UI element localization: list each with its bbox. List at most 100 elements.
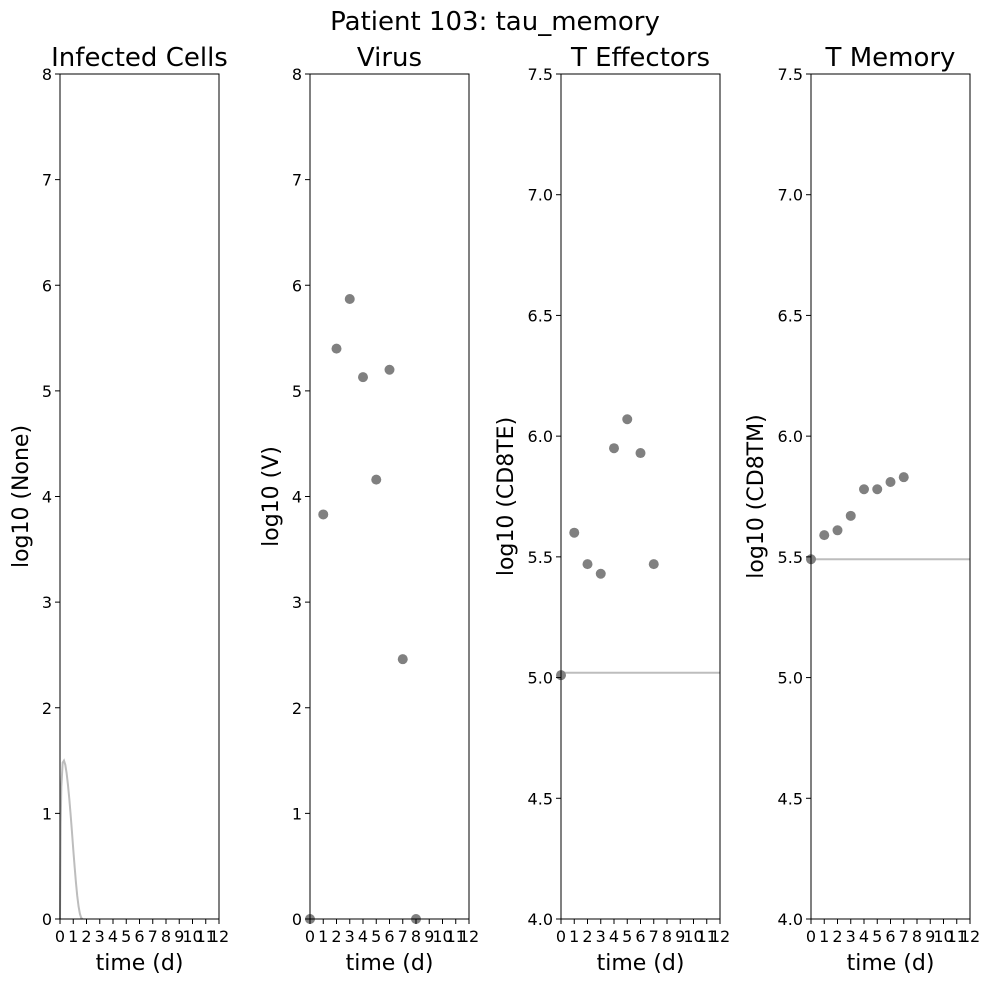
x-tick-label: 9 (424, 927, 434, 946)
y-axis-label: log10 (None) (9, 425, 34, 568)
x-tick-label: 8 (662, 927, 672, 946)
data-point (397, 654, 408, 665)
x-tick-label: 11 (446, 927, 466, 946)
y-tick-label: 7 (42, 171, 52, 190)
x-tick-label: 11 (697, 927, 717, 946)
x-tick-label: 0 (556, 927, 566, 946)
x-tick-label: 10 (182, 927, 202, 946)
x-tick-label: 3 (95, 927, 105, 946)
x-tick-label: 1 (68, 927, 78, 946)
x-tick-label: 11 (196, 927, 216, 946)
y-axis-label: log10 (CD8TE) (494, 417, 519, 576)
y-tick-label: 7.5 (528, 65, 553, 84)
y-tick-label: 7.5 (778, 65, 803, 84)
y-tick-label: 6 (292, 276, 302, 295)
y-tick-label: 7.0 (778, 186, 803, 205)
x-tick-label: 3 (345, 927, 355, 946)
x-tick-label: 7 (899, 927, 909, 946)
x-tick-label: 12 (960, 927, 980, 946)
y-tick-label: 0 (292, 910, 302, 929)
axes-frame (810, 73, 971, 920)
y-tick-label: 5.0 (778, 669, 803, 688)
x-tick-label: 1 (819, 927, 829, 946)
axes-frame (560, 73, 721, 920)
data-point (845, 510, 856, 521)
x-tick-label: 1 (569, 927, 579, 946)
y-tick-label: 5.5 (528, 548, 553, 567)
subplot-title: Virus (357, 43, 422, 73)
x-tick-label: 0 (305, 927, 315, 946)
subplot-t-memory: 0 1 2 3 4 5 6 7 8 91011124.04.55.05.56.06.57.07.5… (744, 43, 980, 976)
x-tick-label: 3 (846, 927, 856, 946)
x-tick-label: 11 (947, 927, 967, 946)
data-point (331, 343, 342, 354)
y-tick-label: 6 (42, 276, 52, 295)
data-point (819, 530, 830, 541)
data-point (595, 568, 606, 579)
data-point (358, 372, 368, 383)
x-tick-label: 10 (933, 927, 953, 946)
y-tick-label: 6.5 (778, 306, 803, 325)
x-tick-label: 3 (596, 927, 606, 946)
y-tick-label: 4.5 (778, 789, 803, 808)
x-tick-label: 9 (174, 927, 184, 946)
x-tick-label: 5 (622, 927, 632, 946)
x-tick-label: 2 (832, 927, 842, 946)
y-tick-label: 1 (292, 804, 302, 823)
y-tick-label: 5 (42, 382, 52, 401)
y-axis-label: log10 (CD8TM) (744, 414, 769, 578)
y-tick-label: 4 (42, 488, 52, 507)
y-tick-label: 8 (292, 65, 302, 84)
x-tick-label: 6 (885, 927, 895, 946)
x-tick-label: 12 (710, 927, 730, 946)
y-tick-label: 7 (292, 171, 302, 190)
y-tick-label: 2 (42, 699, 52, 718)
x-tick-label: 7 (148, 927, 158, 946)
y-axis-label: log10 (V) (259, 446, 284, 547)
x-tick-label: 7 (398, 927, 408, 946)
axes-frame (59, 73, 220, 920)
data-point (635, 448, 646, 459)
x-tick-label: 6 (134, 927, 144, 946)
y-tick-label: 2 (292, 699, 302, 718)
data-point (318, 509, 329, 520)
x-tick-label: 4 (358, 927, 368, 946)
x-tick-label: 2 (582, 927, 592, 946)
x-tick-label: 10 (683, 927, 703, 946)
x-tick-label: 8 (912, 927, 922, 946)
data-point (832, 525, 843, 536)
x-tick-label: 2 (331, 927, 341, 946)
x-axis-label: time (d) (346, 951, 434, 976)
y-tick-label: 4.0 (528, 910, 553, 929)
y-tick-label: 5.5 (778, 548, 803, 567)
x-tick-label: 12 (459, 927, 479, 946)
data-point (569, 527, 580, 538)
x-tick-label: 5 (121, 927, 131, 946)
data-point (384, 364, 395, 375)
x-tick-label: 0 (55, 927, 65, 946)
data-point (885, 477, 896, 488)
x-tick-label: 12 (209, 927, 229, 946)
y-tick-label: 6.0 (528, 427, 553, 446)
x-tick-label: 5 (371, 927, 381, 946)
figure-suptitle: Patient 103: tau_memory (330, 7, 660, 37)
x-tick-label: 6 (384, 927, 394, 946)
x-tick-label: 8 (161, 927, 171, 946)
subplot-title: T Effectors (570, 43, 710, 73)
data-point (582, 559, 593, 570)
x-tick-label: 4 (609, 927, 619, 946)
data-point (371, 474, 382, 485)
y-tick-label: 4.0 (778, 910, 803, 929)
y-tick-label: 3 (42, 593, 52, 612)
y-tick-label: 7.0 (528, 186, 553, 205)
y-tick-label: 0 (42, 910, 52, 929)
axes-frame (309, 73, 470, 920)
data-point (898, 472, 909, 483)
x-tick-label: 9 (925, 927, 935, 946)
x-tick-label: 4 (108, 927, 118, 946)
y-tick-label: 6.0 (778, 427, 803, 446)
x-tick-label: 2 (81, 927, 91, 946)
